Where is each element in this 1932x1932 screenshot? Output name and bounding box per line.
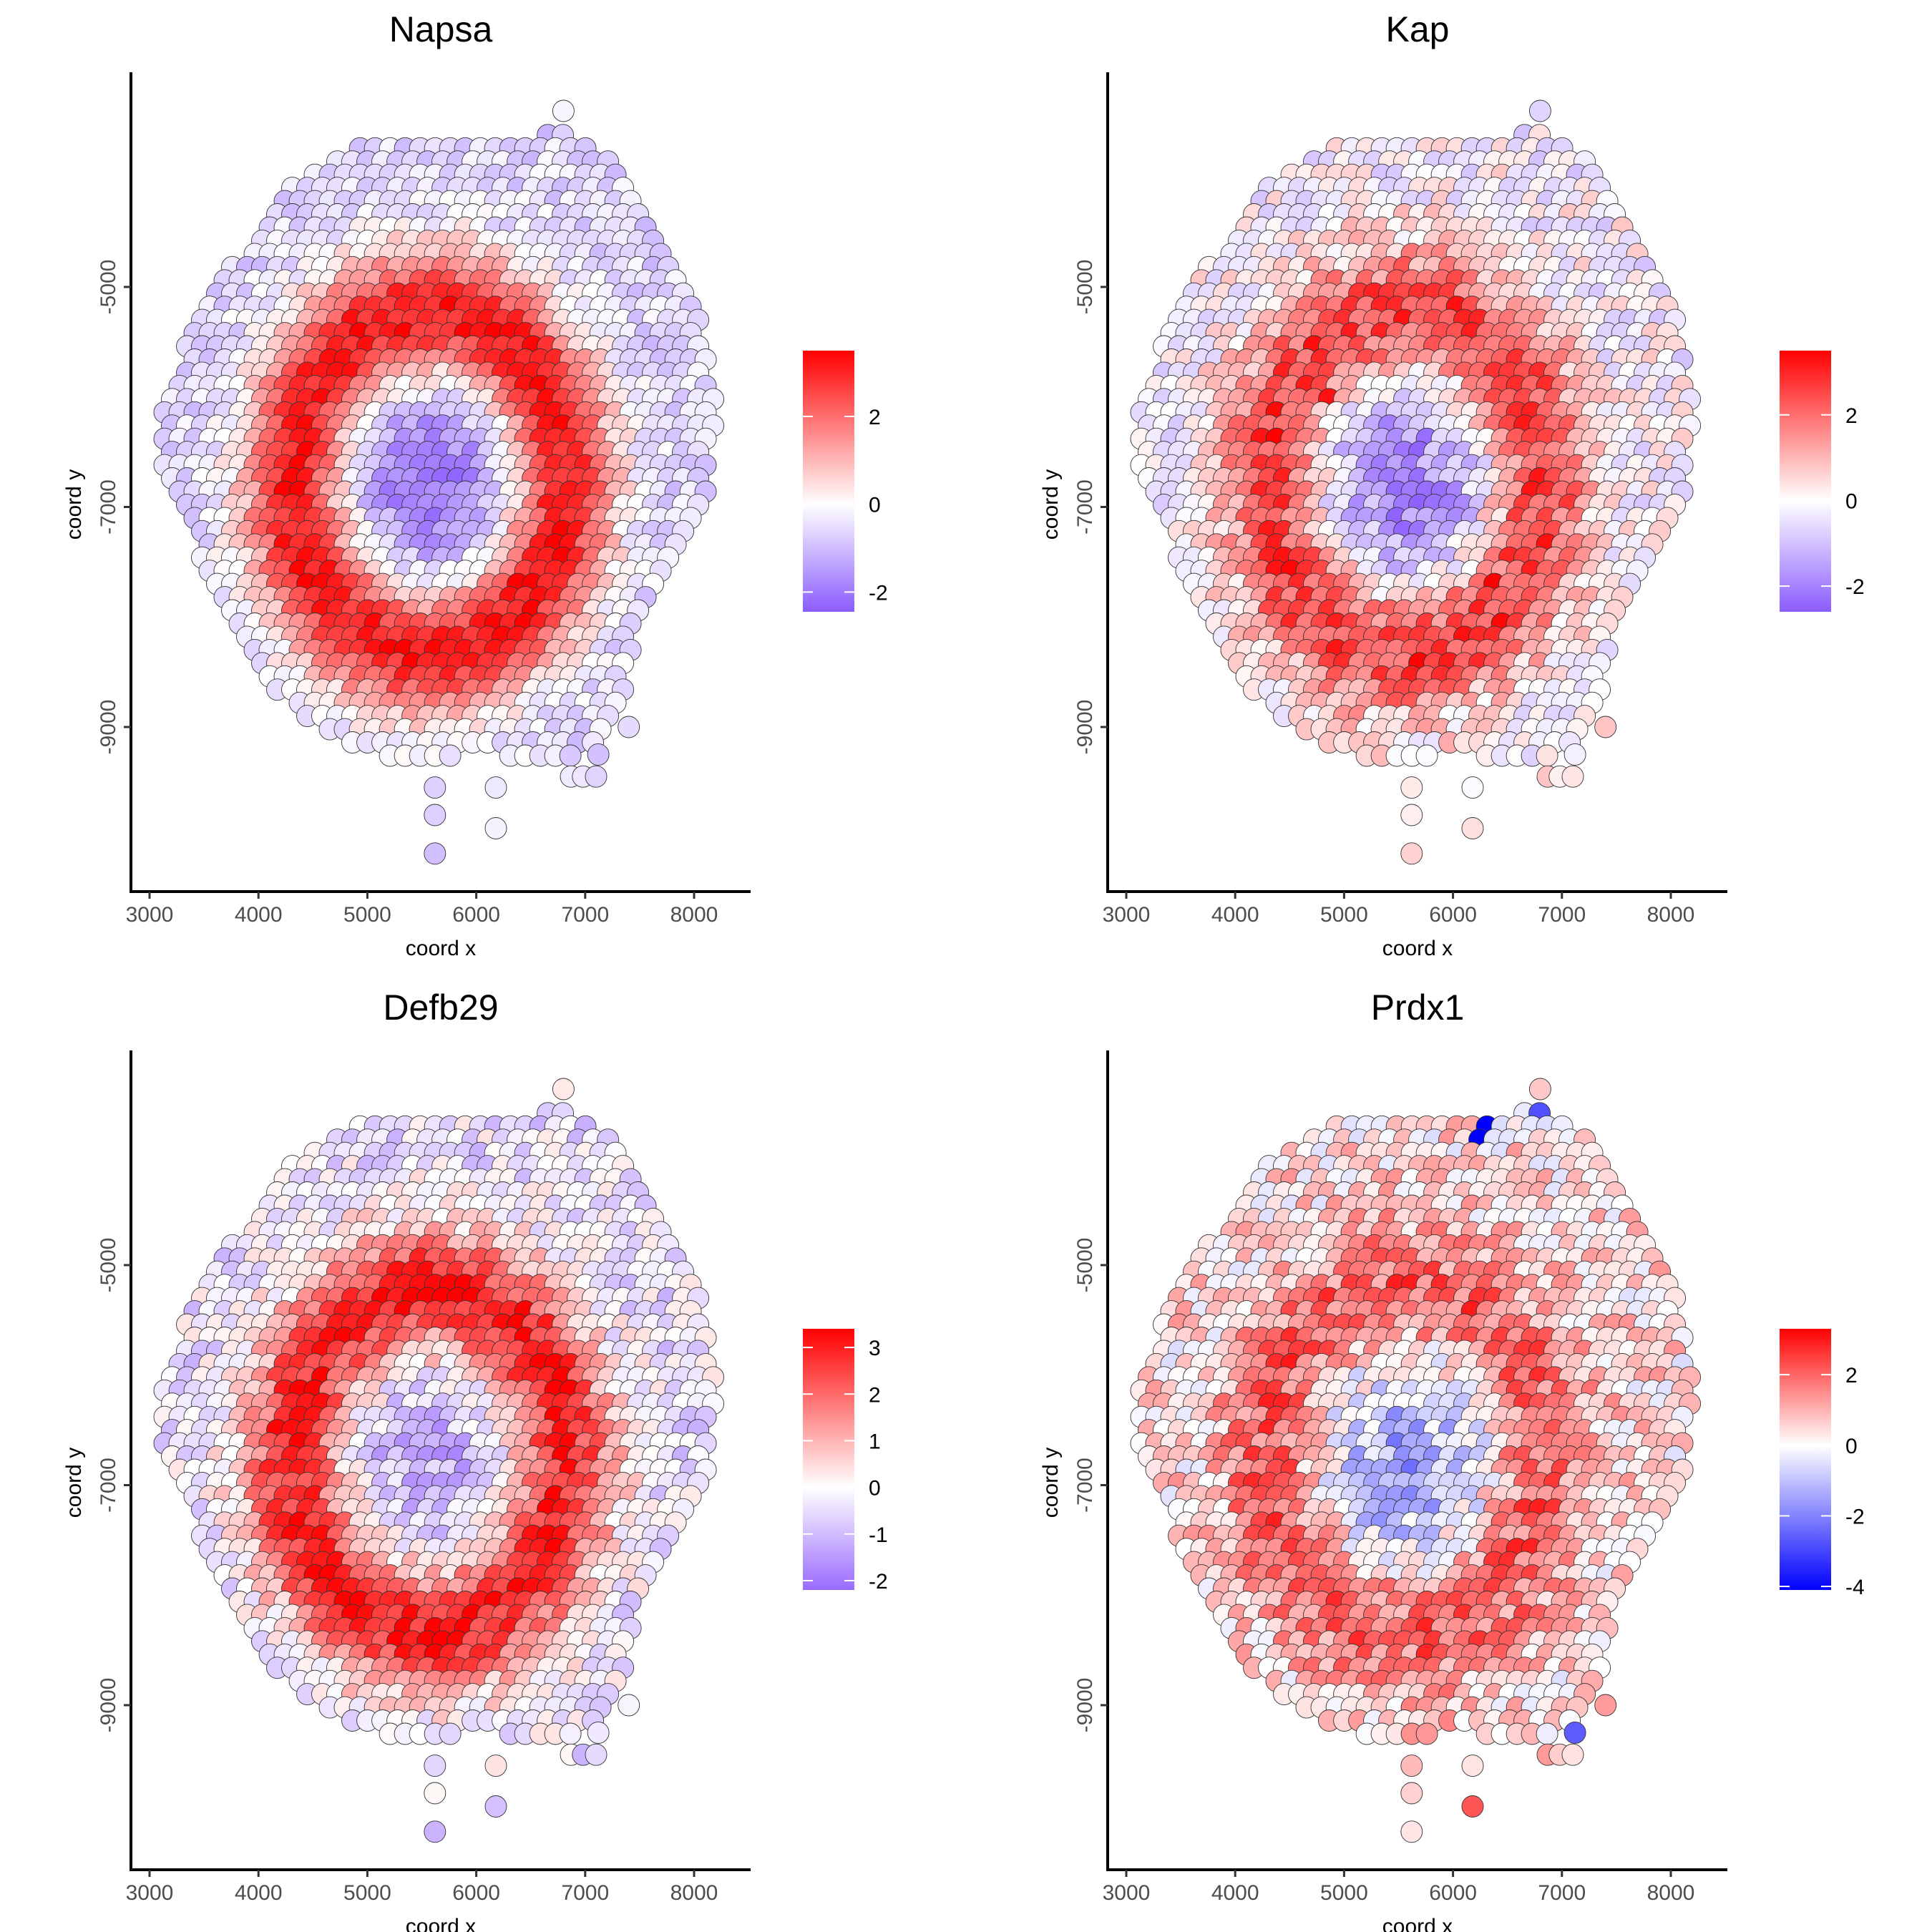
x-tick-label: 8000 <box>1647 903 1695 927</box>
spot <box>552 99 575 122</box>
spots-layer <box>1130 99 1702 865</box>
spot <box>1400 776 1423 799</box>
spot <box>1561 765 1584 788</box>
x-tick-label: 6000 <box>452 1881 500 1905</box>
y-tick-label: -9000 <box>1073 700 1097 755</box>
x-tick-label: 7000 <box>1538 903 1586 927</box>
x-axis-title: coord x <box>1382 937 1453 960</box>
colorbar-tick-label: 2 <box>1845 404 1858 428</box>
x-tick-label: 6000 <box>452 903 500 927</box>
colorbar <box>803 1329 854 1590</box>
spot <box>424 804 447 826</box>
panel-kap: Kap 3000 4000 5000 6000 7000 8000 -5000 -7000 -90… <box>1039 9 1865 960</box>
spot <box>439 1722 462 1745</box>
spot <box>424 1820 447 1843</box>
chart-title: Defb29 <box>383 987 498 1028</box>
colorbar-tick-label: -2 <box>869 1570 888 1594</box>
x-tick-label: 8000 <box>670 903 718 927</box>
x-tick-label: 8000 <box>670 1881 718 1905</box>
spot <box>585 765 608 788</box>
spot <box>484 776 507 799</box>
spot <box>552 1078 575 1101</box>
spot <box>424 842 447 865</box>
spots-layer <box>1130 1078 1702 1843</box>
colorbar-tick-label: -2 <box>1845 575 1865 599</box>
x-axis-title: coord x <box>406 1915 476 1932</box>
spots-layer <box>153 1078 725 1843</box>
x-tick-label: 3000 <box>126 903 174 927</box>
spot <box>618 1694 640 1717</box>
x-tick-label: 6000 <box>1429 903 1477 927</box>
colorbar-tick-label: 3 <box>869 1337 881 1360</box>
chart-title: Kap <box>1386 9 1450 49</box>
spots-layer <box>153 99 725 865</box>
x-tick-label: 4000 <box>235 903 283 927</box>
x-tick-label: 7000 <box>561 1881 609 1905</box>
y-tick-label: -5000 <box>97 260 120 315</box>
spot <box>424 1782 447 1805</box>
colorbar-tick-label: 0 <box>869 1477 881 1501</box>
x-tick-label: 5000 <box>1320 903 1368 927</box>
y-tick-label: -7000 <box>97 479 120 535</box>
spot <box>585 1743 608 1766</box>
y-tick-label: -5000 <box>1073 260 1097 315</box>
chart-title: Napsa <box>389 9 493 49</box>
colorbar-legend: -2 -1 0 1 2 3 <box>803 1329 888 1594</box>
x-tick-label: 4000 <box>235 1881 283 1905</box>
colorbar-tick-label: -2 <box>869 581 888 605</box>
x-tick-label: 4000 <box>1211 903 1259 927</box>
spot <box>1461 817 1484 839</box>
y-tick-label: -7000 <box>97 1458 120 1513</box>
colorbar-tick-label: -1 <box>869 1523 888 1547</box>
spot <box>559 744 582 767</box>
spot <box>439 744 462 767</box>
y-tick-label: -9000 <box>97 700 120 755</box>
spot <box>1536 744 1558 767</box>
colorbar <box>803 351 854 612</box>
spot <box>1594 716 1617 738</box>
x-tick-label: 5000 <box>343 903 391 927</box>
colorbar-tick-label: 0 <box>1845 489 1858 513</box>
x-tick-label: 5000 <box>343 1881 391 1905</box>
spot <box>1461 776 1484 799</box>
spot <box>424 776 447 799</box>
y-tick-label: -7000 <box>1073 479 1097 535</box>
spot <box>1400 842 1423 865</box>
spot <box>559 1722 582 1745</box>
colorbar-tick-label: 2 <box>869 1383 881 1407</box>
x-tick-label: 3000 <box>126 1881 174 1905</box>
spot <box>587 743 610 766</box>
chart-title: Prdx1 <box>1371 987 1465 1028</box>
x-tick-label: 7000 <box>561 903 609 927</box>
spot <box>618 716 640 738</box>
spot <box>1400 804 1423 826</box>
spot <box>1563 743 1586 766</box>
colorbar <box>1780 351 1831 612</box>
spot <box>1415 744 1438 767</box>
colorbar-tick-label: 0 <box>869 494 881 517</box>
colorbar-legend: -2 0 2 <box>1780 351 1865 612</box>
panel-defb29: Defb29 3000 4000 5000 6000 7000 8000 -5000 -7000… <box>62 987 888 1932</box>
spot <box>1528 99 1551 122</box>
y-tick-label: -5000 <box>97 1238 120 1293</box>
y-axis-title: coord y <box>1039 469 1063 540</box>
colorbar-tick-label: 1 <box>869 1430 881 1453</box>
spot <box>587 1721 610 1744</box>
y-axis-title: coord y <box>62 469 86 540</box>
spot <box>424 1755 447 1777</box>
colorbar-tick-label: 2 <box>869 406 881 429</box>
spot <box>484 817 507 839</box>
x-tick-label: 3000 <box>1103 903 1151 927</box>
colorbar-legend: -2 0 2 <box>803 351 888 612</box>
y-tick-label: -9000 <box>97 1678 120 1733</box>
x-axis-title: coord x <box>406 937 476 960</box>
spot <box>484 1795 507 1818</box>
spot <box>484 1755 507 1777</box>
panel-napsa: Napsa 3000 4000 5000 6000 7000 8000 -5000 -7000 -… <box>62 9 888 960</box>
y-axis-title: coord y <box>62 1448 86 1518</box>
